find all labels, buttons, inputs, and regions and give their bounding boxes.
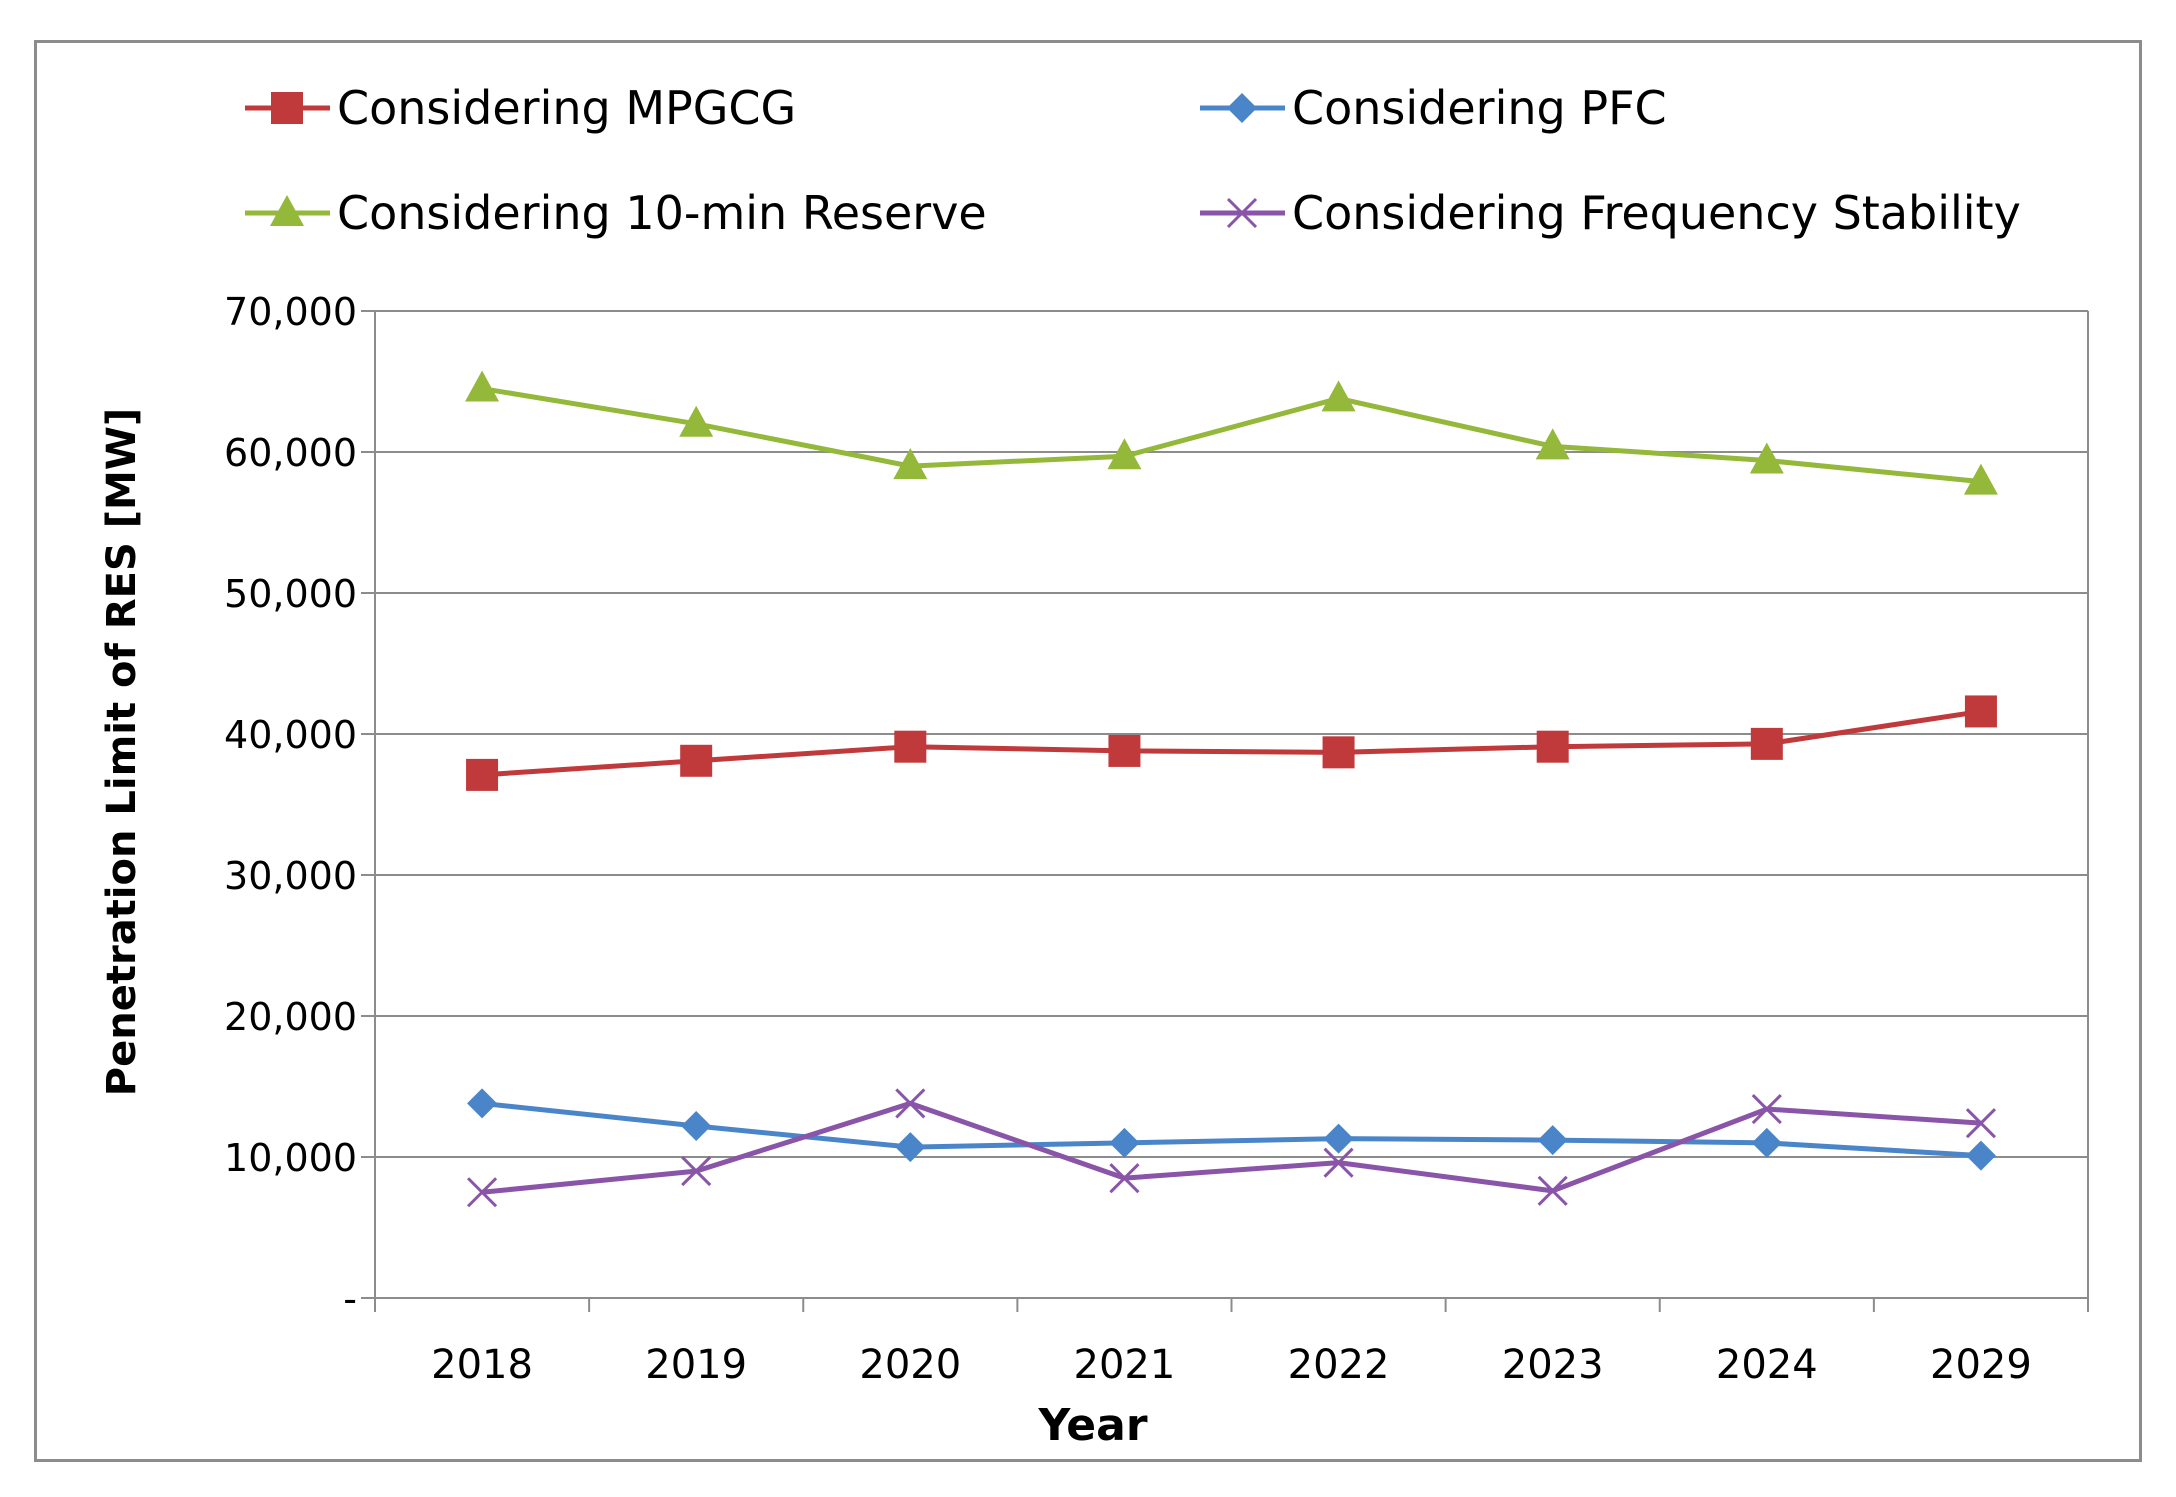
data-point bbox=[1964, 695, 1997, 728]
x-axis-label: Year bbox=[1037, 1400, 1147, 1451]
y-tick-label: 20,000 bbox=[224, 995, 357, 1039]
data-point bbox=[1751, 1093, 1782, 1125]
data-point bbox=[681, 1110, 712, 1141]
x-tick-label: 2023 bbox=[1502, 1342, 1604, 1388]
data-point bbox=[680, 744, 713, 777]
marker-stroke bbox=[467, 1177, 498, 1208]
series-considering-10-min-reserve bbox=[465, 370, 1998, 495]
data-point bbox=[679, 405, 714, 437]
marker-stroke bbox=[1751, 1093, 1782, 1125]
data-point bbox=[1109, 1127, 1140, 1158]
marker-stroke bbox=[1226, 197, 1258, 229]
legend: Considering MPGCG Considering PFC Consider… bbox=[245, 81, 2021, 240]
data-point bbox=[1536, 730, 1569, 763]
y-tick-label: 60,000 bbox=[224, 431, 357, 475]
y-tick-label: - bbox=[343, 1277, 357, 1321]
marker-stroke bbox=[1323, 1147, 1354, 1178]
data-point bbox=[681, 1156, 712, 1187]
data-point bbox=[465, 370, 500, 402]
legend-marker bbox=[270, 195, 304, 226]
data-point bbox=[1109, 1163, 1140, 1194]
data-point bbox=[1751, 1127, 1782, 1158]
x-tick-label: 2018 bbox=[431, 1342, 533, 1388]
marker-stroke bbox=[1965, 1108, 1996, 1139]
series-considering-frequency-stability bbox=[467, 1088, 1996, 1208]
legend-entry: Considering Frequency Stability bbox=[1200, 186, 2021, 240]
data-point bbox=[894, 730, 927, 763]
data-point bbox=[1965, 1108, 1996, 1139]
data-point bbox=[1321, 380, 1356, 412]
legend-marker bbox=[271, 92, 303, 124]
data-point bbox=[1537, 1175, 1568, 1206]
legend-label: Considering PFC bbox=[1292, 81, 1667, 135]
legend-entry: Considering 10-min Reserve bbox=[245, 186, 987, 240]
series-line bbox=[481, 386, 1982, 485]
x-tick-labels: 2018 2019 2020 2021 2022 2023 2024 2029 bbox=[431, 1342, 2032, 1388]
marker-stroke bbox=[1109, 1163, 1140, 1194]
legend-marker bbox=[1227, 93, 1257, 123]
y-tick-label: 10,000 bbox=[224, 1136, 357, 1180]
legend-label: Considering MPGCG bbox=[337, 81, 796, 135]
data-point bbox=[1535, 428, 1570, 460]
data-point bbox=[1749, 442, 1784, 474]
legend-marker bbox=[1226, 197, 1258, 229]
data-point bbox=[895, 1088, 926, 1119]
data-point bbox=[1537, 1125, 1568, 1156]
data-point bbox=[1108, 734, 1141, 767]
data-point bbox=[1323, 1123, 1354, 1154]
series-considering-mpgcg bbox=[466, 695, 1997, 791]
data-point bbox=[895, 1132, 926, 1163]
axes bbox=[361, 310, 2089, 1312]
series-considering-pfc bbox=[467, 1088, 1996, 1171]
y-tick-label: 30,000 bbox=[224, 854, 357, 898]
y-tick-label: 70,000 bbox=[224, 290, 357, 334]
data-point bbox=[1963, 463, 1998, 495]
x-tick-label: 2022 bbox=[1288, 1342, 1390, 1388]
x-tick-label: 2020 bbox=[859, 1342, 961, 1388]
series-line bbox=[481, 1100, 1982, 1159]
data-point bbox=[1965, 1140, 1996, 1171]
series-layer bbox=[465, 370, 1998, 1208]
series-line bbox=[481, 708, 1982, 778]
x-tick-label: 2021 bbox=[1074, 1342, 1176, 1388]
series-line bbox=[481, 1100, 1982, 1195]
marker-stroke bbox=[681, 1156, 712, 1187]
x-tick-label: 2019 bbox=[645, 1342, 747, 1388]
x-tick-label: 2029 bbox=[1930, 1342, 2032, 1388]
legend-entry: Considering MPGCG bbox=[245, 81, 796, 135]
y-axis-label: Penetration Limit of RES [MW] bbox=[99, 408, 145, 1096]
data-point bbox=[893, 448, 928, 480]
data-point bbox=[467, 1177, 498, 1208]
y-tick-label: 40,000 bbox=[224, 713, 357, 757]
x-tick-label: 2024 bbox=[1716, 1342, 1818, 1388]
y-tick-label: 50,000 bbox=[224, 572, 357, 616]
legend-entry: Considering PFC bbox=[1200, 81, 1667, 135]
marker-stroke bbox=[895, 1088, 926, 1119]
data-point bbox=[467, 1088, 498, 1119]
data-point bbox=[1750, 727, 1783, 760]
data-point bbox=[1323, 1147, 1354, 1178]
data-point bbox=[466, 758, 499, 791]
data-point bbox=[1322, 736, 1355, 769]
legend-label: Considering Frequency Stability bbox=[1292, 186, 2021, 240]
legend-label: Considering 10-min Reserve bbox=[337, 186, 987, 240]
marker-stroke bbox=[1537, 1175, 1568, 1206]
data-point bbox=[1107, 438, 1142, 470]
y-tick-labels: - 10,000 20,000 30,000 40,000 50,000 60,000 70,… bbox=[224, 290, 357, 1321]
